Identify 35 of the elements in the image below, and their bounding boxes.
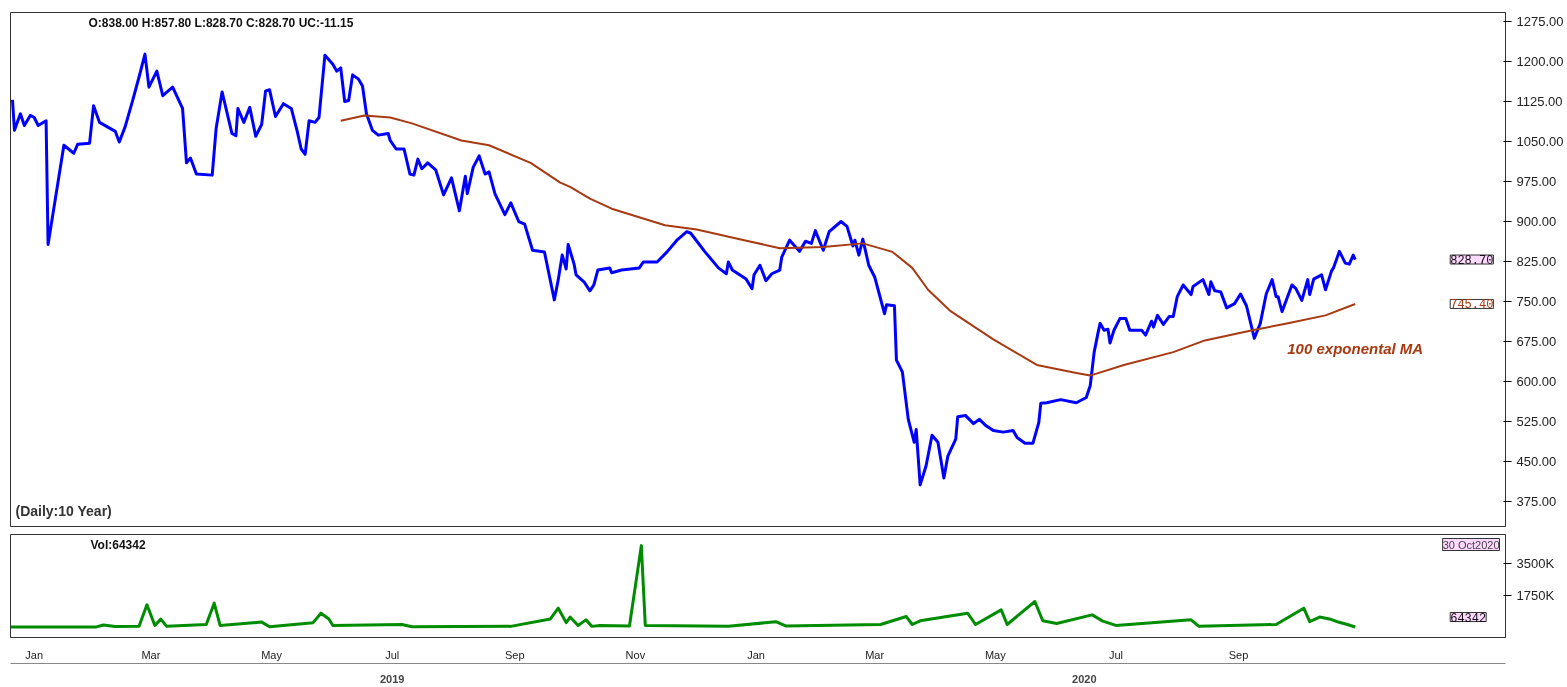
annotation: 828.70	[1450, 254, 1494, 269]
y-tick-label: 975.00	[1516, 174, 1557, 190]
y-tick-label: 1750K	[1516, 588, 1555, 604]
x-tick-label: Jan	[747, 648, 765, 661]
x-tick-label: Sep	[1228, 648, 1249, 661]
annotation: 30 Oct2020	[1442, 538, 1500, 551]
x-tick-label: Jan	[25, 648, 44, 661]
y-tick-label: 750.00	[1516, 293, 1557, 309]
y-tick-label: 3500K	[1516, 555, 1555, 571]
annotation: (Daily:10 Year)	[15, 502, 112, 519]
y-tick-label: 1275.00	[1516, 14, 1564, 30]
x-tick-label: May	[261, 648, 283, 661]
x2-tick-label: 2019	[379, 672, 405, 685]
x-tick-label: Jul	[385, 648, 400, 661]
annotation: Vol:64342	[90, 537, 146, 552]
y-tick-label: 900.00	[1516, 214, 1557, 230]
x-tick-label: Mar	[141, 648, 161, 661]
annotation: O:838.00 H:857.80 L:828.70 C:828.70 UC:-11.15	[88, 15, 354, 30]
x-tick-label: May	[984, 648, 1007, 661]
y-tick-label: 1050.00	[1516, 134, 1564, 150]
y-tick-label: 450.00	[1516, 453, 1557, 469]
series-label: 100 exponental MA	[1287, 340, 1424, 358]
x-tick-label: Jul	[1108, 648, 1123, 661]
x-tick-label: Nov	[625, 648, 646, 661]
y-tick-label: 600.00	[1516, 373, 1557, 389]
annotation: 745.40	[1450, 298, 1494, 313]
x-tick-label: Sep	[504, 648, 525, 661]
y-tick-label: 825.00	[1516, 254, 1557, 269]
y-tick-label: 375.00	[1516, 493, 1557, 509]
y-tick-label: 525.00	[1516, 413, 1557, 429]
y-tick-label: 1200.00	[1516, 54, 1564, 70]
y-tick-label: 675.00	[1516, 333, 1557, 349]
y-tick-label: 1125.00	[1516, 94, 1563, 110]
x2-tick-label: 2020	[1072, 672, 1097, 685]
x-tick-label: Mar	[865, 648, 885, 661]
